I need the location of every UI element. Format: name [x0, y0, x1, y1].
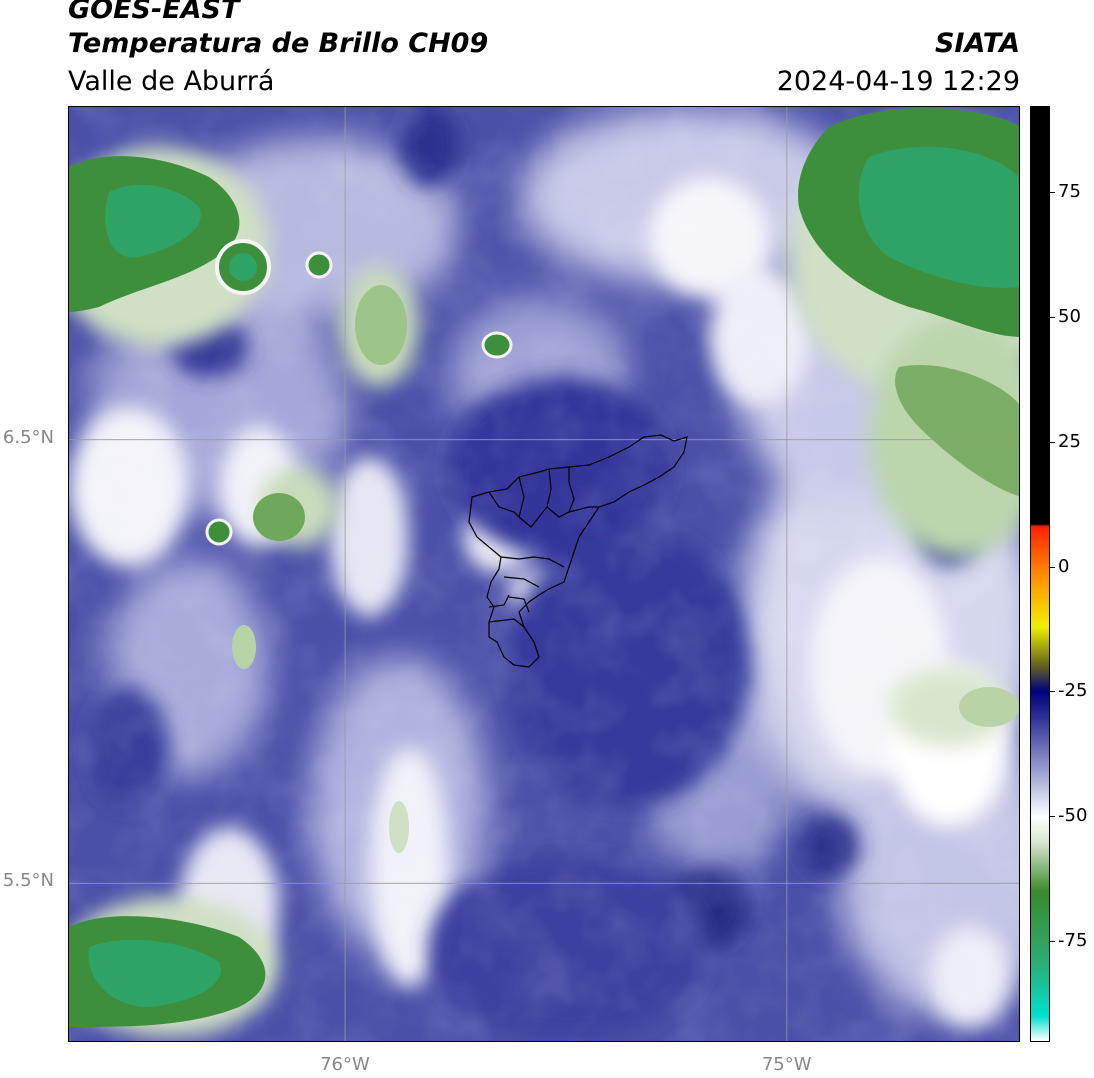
colorbar-tick-mark: [1050, 691, 1055, 693]
colorbar-tick-label: -75: [1058, 930, 1088, 952]
green-areas: [69, 108, 1019, 1027]
region-title: Valle de Aburrá: [68, 66, 275, 97]
colorbar: [1030, 106, 1050, 1042]
valle-de-aburra-boundaries: [468, 434, 688, 668]
gridlines: [69, 107, 1019, 1041]
colorbar-tick-mark: [1050, 566, 1055, 568]
colorbar-tick-label: -25: [1058, 680, 1088, 702]
product-title: Temperatura de Brillo CH09: [68, 28, 489, 59]
datetime-title: 2024-04-19 12:29: [776, 66, 1020, 97]
map-canvas: [69, 107, 1019, 1041]
lat-label: 5.5°N: [2, 870, 54, 892]
colorbar-tick-mark: [1050, 941, 1055, 943]
colorbar-gradient: [1031, 107, 1049, 1041]
colorbar-tick-mark: [1050, 816, 1055, 818]
colorbar-tick-mark: [1050, 441, 1055, 443]
colorbar-tick-label: 50: [1058, 305, 1081, 327]
colorbar-tick-mark: [1050, 316, 1055, 318]
colorbar-tick-label: 75: [1058, 180, 1081, 202]
lon-label: 75°W: [761, 1054, 812, 1075]
satellite-title: GOES-EAST: [68, 0, 240, 25]
lat-label: 6.5°N: [2, 426, 54, 448]
colorbar-tick-mark: [1050, 191, 1055, 193]
lon-label: 76°W: [320, 1054, 370, 1075]
brightness-temperature-map: [68, 106, 1020, 1042]
colorbar-tick-label: -50: [1058, 805, 1088, 827]
colorbar-tick-label: 0: [1058, 555, 1070, 577]
colorbar-tick-label: 25: [1058, 430, 1081, 452]
organization-title: SIATA: [934, 28, 1020, 59]
